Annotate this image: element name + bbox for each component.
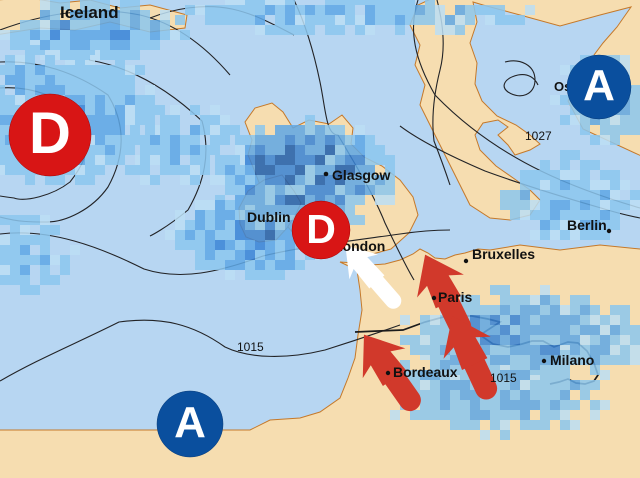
svg-text:Paris: Paris <box>438 289 472 305</box>
svg-text:Dublin: Dublin <box>247 209 291 225</box>
svg-text:D: D <box>29 101 71 166</box>
svg-text:1027: 1027 <box>525 129 552 143</box>
svg-text:Berlin: Berlin <box>567 217 607 233</box>
svg-text:Glasgow: Glasgow <box>332 167 390 183</box>
svg-text:1015: 1015 <box>237 340 264 354</box>
svg-text:Bordeaux: Bordeaux <box>393 364 458 380</box>
svg-text:Milano: Milano <box>550 352 594 368</box>
svg-text:D: D <box>306 206 336 252</box>
svg-text:Iceland: Iceland <box>60 3 119 22</box>
svg-text:1015: 1015 <box>490 371 517 385</box>
svg-text:A: A <box>583 61 615 110</box>
svg-text:A: A <box>174 398 206 447</box>
svg-text:Bruxelles: Bruxelles <box>472 246 535 262</box>
